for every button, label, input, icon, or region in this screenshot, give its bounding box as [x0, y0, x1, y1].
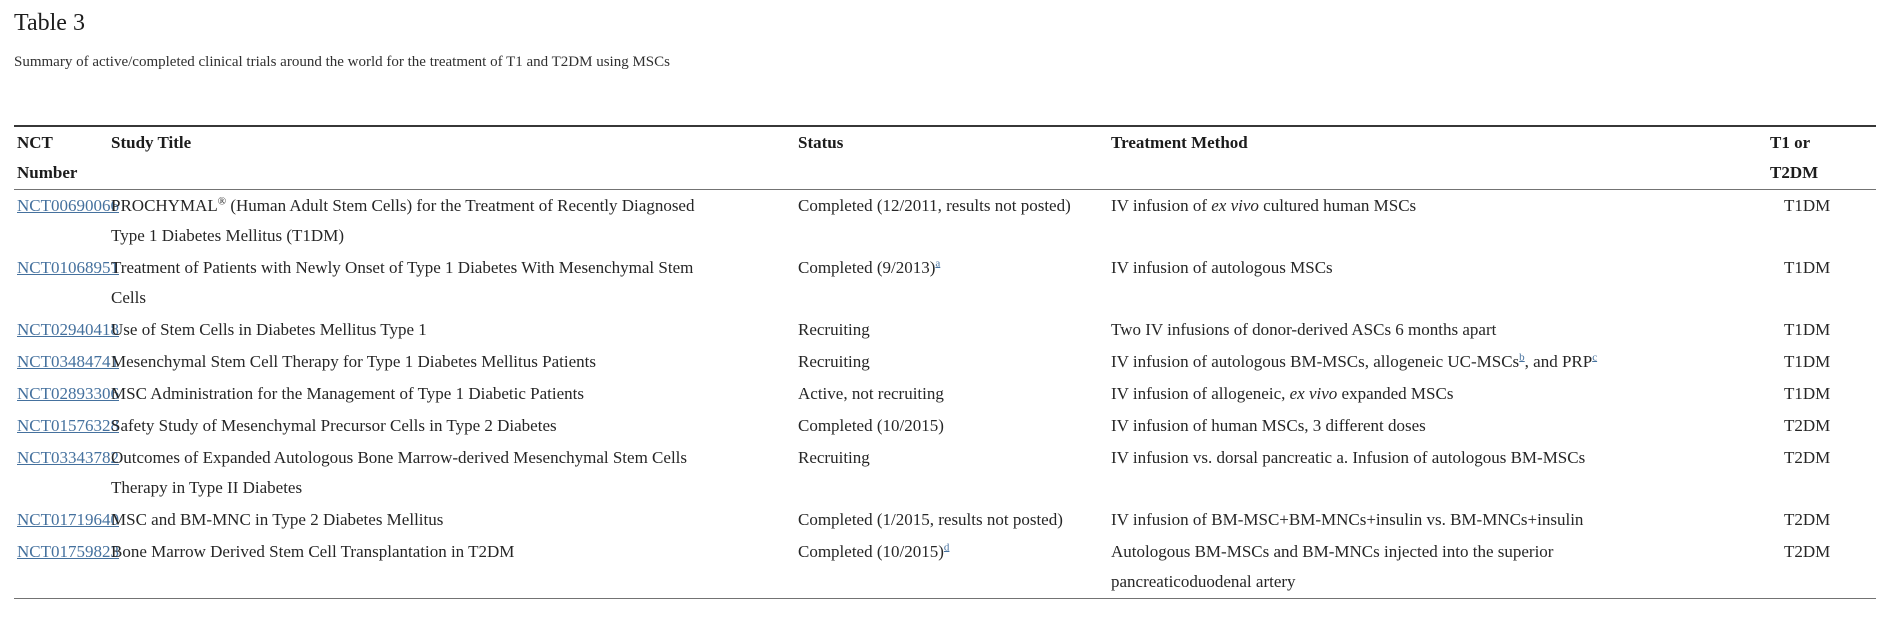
- nct-cell: NCT01759823: [14, 536, 119, 599]
- diabetes-type-cell: T2DM: [1784, 448, 1831, 467]
- status-cell: Completed (10/2015)d: [798, 541, 950, 561]
- treatment-cell: IV infusion of human MSCs, 3 different d…: [1111, 416, 1426, 435]
- table-row: NCT01068951 Treatment of Patients with N…: [14, 252, 1876, 314]
- nct-link[interactable]: NCT01576328: [17, 416, 119, 435]
- diabetes-type-cell: T1DM: [1784, 196, 1831, 215]
- nct-link[interactable]: NCT01759823: [17, 542, 119, 561]
- nct-link[interactable]: NCT02940418: [17, 320, 119, 339]
- treatment-cell: IV infusion of autologous BM-MSCs, allog…: [1111, 351, 1598, 371]
- status-cell: Recruiting: [798, 448, 870, 467]
- nct-cell: NCT01576328: [14, 410, 119, 442]
- diabetes-type-cell: T1DM: [1784, 384, 1831, 403]
- study-title-cell: MSC and BM-MNC in Type 2 Diabetes Mellit…: [111, 510, 444, 529]
- treatment-cell: IV infusion of autologous MSCs: [1111, 258, 1333, 277]
- diabetes-type-cell: T2DM: [1784, 416, 1831, 435]
- col-header-t1-or-t2dm-line1: T1 or: [1770, 133, 1811, 152]
- status-cell: Completed (10/2015): [798, 416, 944, 435]
- study-title-cell: Bone Marrow Derived Stem Cell Transplant…: [111, 542, 515, 561]
- study-title-cell: PROCHYMAL® (Human Adult Stem Cells) for …: [111, 195, 695, 245]
- table-row: NCT02893306 MSC Administration for the M…: [14, 378, 1876, 410]
- study-title-cell: Outcomes of Expanded Autologous Bone Mar…: [111, 448, 687, 497]
- diabetes-type-cell: T1DM: [1784, 320, 1831, 339]
- table-row: NCT01719640 MSC and BM-MNC in Type 2 Dia…: [14, 504, 1876, 536]
- col-header-t1-or-t2dm: T1 or T2DM: [1770, 126, 1876, 190]
- nct-cell: NCT02893306: [14, 378, 119, 410]
- nct-link[interactable]: NCT02893306: [17, 384, 119, 403]
- nct-cell: NCT03343782: [14, 442, 119, 504]
- table-label: Table 3: [14, 10, 85, 36]
- nct-cell: NCT02940418: [14, 314, 119, 346]
- footnote-link-c[interactable]: c: [1592, 351, 1598, 364]
- treatment-cell: Two IV infusions of donor-derived ASCs 6…: [1111, 320, 1497, 339]
- status-cell: Active, not recruiting: [798, 384, 944, 403]
- treatment-cell: IV infusion vs. dorsal pancreatic a. Inf…: [1111, 448, 1586, 467]
- status-cell: Completed (12/2011, results not posted): [798, 196, 1071, 215]
- table-row: NCT03343782 Outcomes of Expanded Autolog…: [14, 442, 1876, 504]
- nct-cell: NCT03484741: [14, 346, 119, 378]
- status-cell: Completed (9/2013)a: [798, 257, 941, 277]
- diabetes-type-cell: T2DM: [1784, 542, 1831, 561]
- nct-link[interactable]: NCT01068951: [17, 258, 119, 277]
- col-header-nct-number: NCT Number: [14, 126, 111, 190]
- diabetes-type-cell: T2DM: [1784, 510, 1831, 529]
- col-header-treatment-method: Treatment Method: [1111, 126, 1770, 190]
- footnote-link-d[interactable]: d: [943, 541, 950, 554]
- nct-cell: NCT01719640: [14, 504, 119, 536]
- table-row: NCT02940418 Use of Stem Cells in Diabete…: [14, 314, 1876, 346]
- table-body: NCT00690066 PROCHYMAL® (Human Adult Stem…: [14, 190, 1876, 599]
- study-title-cell: Mesenchymal Stem Cell Therapy for Type 1…: [111, 352, 596, 371]
- registered-trademark-symbol: ®: [217, 195, 227, 208]
- nct-cell: NCT00690066: [14, 190, 119, 253]
- clinical-trials-table: NCT Number Study Title Status Treatment …: [14, 125, 1876, 599]
- footnote-link-b[interactable]: b: [1519, 351, 1525, 364]
- study-title-cell: Safety Study of Mesenchymal Precursor Ce…: [111, 416, 557, 435]
- study-title-cell: MSC Administration for the Management of…: [111, 384, 585, 403]
- col-header-study-title: Study Title: [111, 126, 798, 190]
- italic-term: ex vivo: [1289, 384, 1338, 403]
- table-row: NCT00690066 PROCHYMAL® (Human Adult Stem…: [14, 190, 1876, 253]
- italic-term: ex vivo: [1211, 196, 1259, 215]
- diabetes-type-cell: T1DM: [1784, 352, 1831, 371]
- diabetes-type-cell: T1DM: [1784, 258, 1831, 277]
- status-cell: Recruiting: [798, 320, 870, 339]
- nct-link[interactable]: NCT03343782: [17, 448, 119, 467]
- table-row: NCT03484741 Mesenchymal Stem Cell Therap…: [14, 346, 1876, 378]
- col-header-status: Status: [798, 126, 1111, 190]
- header-row: NCT Number Study Title Status Treatment …: [14, 126, 1876, 190]
- study-title-cell: Treatment of Patients with Newly Onset o…: [111, 258, 694, 307]
- status-cell: Completed (1/2015, results not posted): [798, 510, 1063, 529]
- col-header-t1-or-t2dm-line2: T2DM: [1770, 163, 1819, 182]
- status-cell: Recruiting: [798, 352, 870, 371]
- nct-cell: NCT01068951: [14, 252, 119, 314]
- treatment-cell: IV infusion of BM-MSC+BM-MNCs+insulin vs…: [1111, 510, 1584, 529]
- table-caption: Summary of active/completed clinical tri…: [14, 54, 670, 70]
- nct-link[interactable]: NCT03484741: [17, 352, 119, 371]
- nct-link[interactable]: NCT00690066: [17, 196, 119, 215]
- nct-link[interactable]: NCT01719640: [17, 510, 119, 529]
- footnote-link-a[interactable]: a: [935, 257, 941, 270]
- treatment-cell: Autologous BM-MSCs and BM-MNCs injected …: [1111, 542, 1554, 591]
- table-row: NCT01576328 Safety Study of Mesenchymal …: [14, 410, 1876, 442]
- treatment-cell: IV infusion of ex vivo cultured human MS…: [1111, 196, 1417, 215]
- study-title-cell: Use of Stem Cells in Diabetes Mellitus T…: [111, 320, 427, 339]
- treatment-cell: IV infusion of allogeneic, ex vivo expan…: [1111, 384, 1454, 403]
- table-row: NCT01759823 Bone Marrow Derived Stem Cel…: [14, 536, 1876, 599]
